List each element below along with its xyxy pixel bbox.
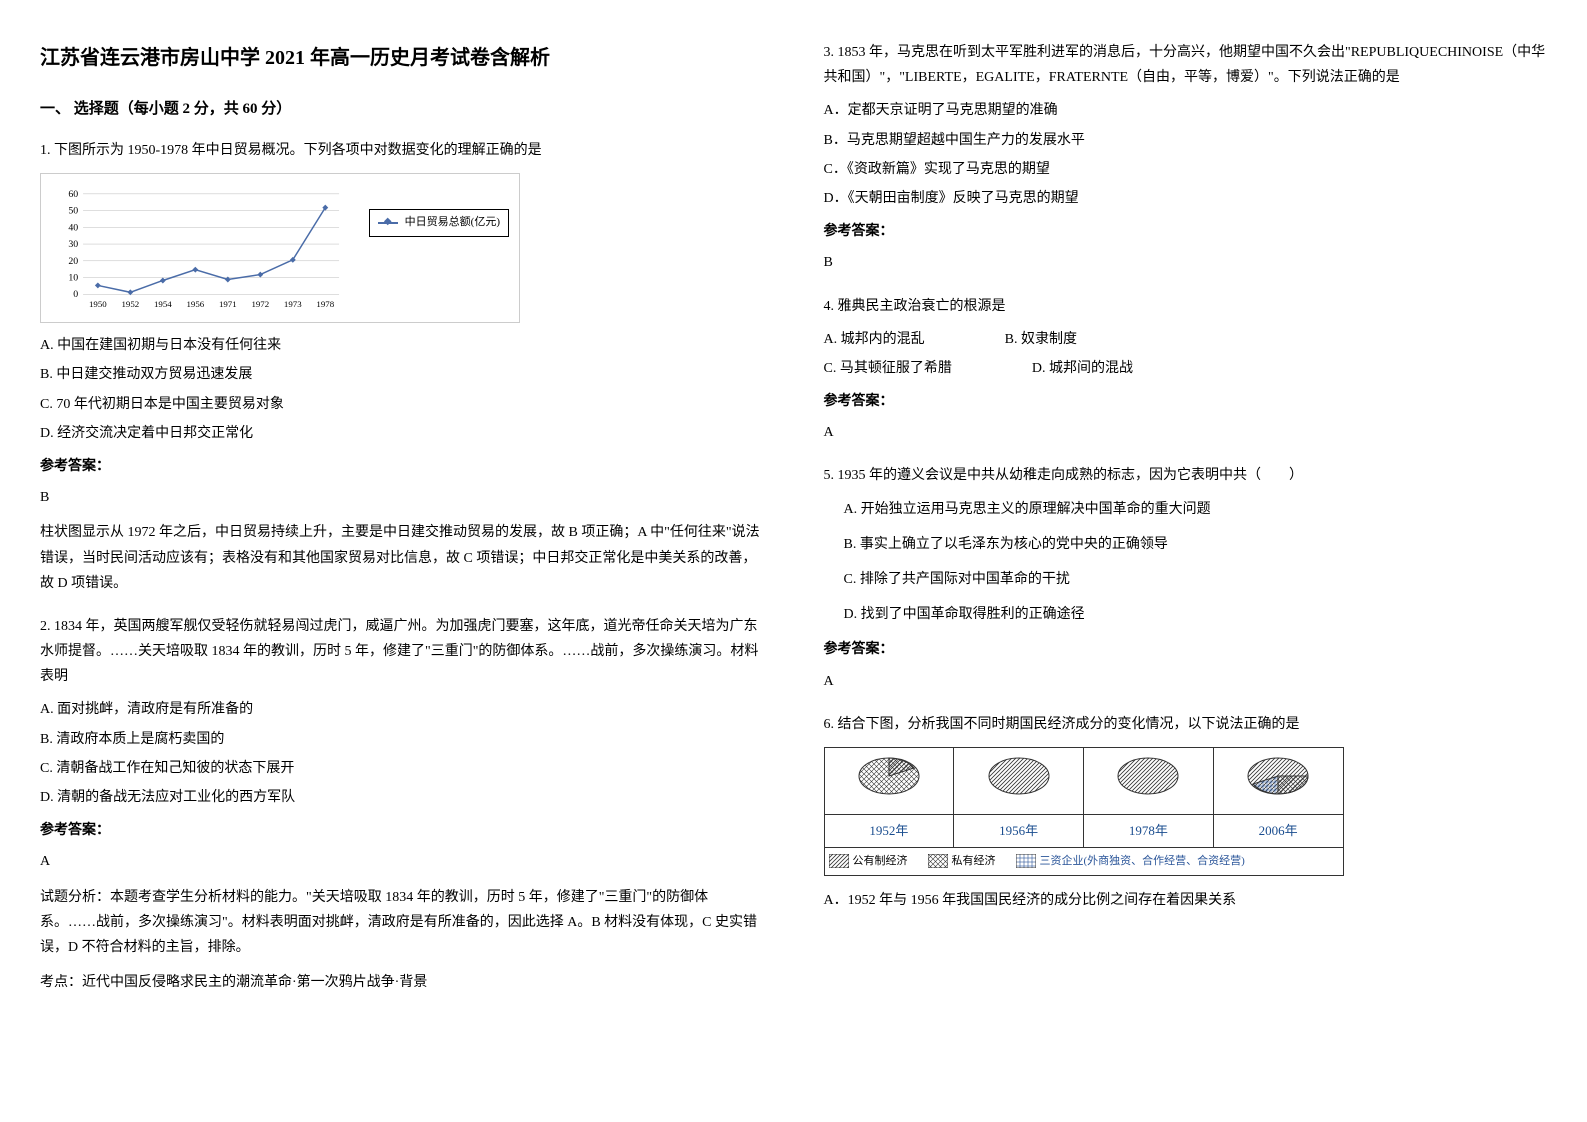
pie-1978 (1084, 748, 1214, 814)
q4-option-c: C. 马其顿征服了希腊 (824, 356, 952, 381)
q3-options: A．定都天京证明了马克思期望的准确 B．马克思期望超越中国生产力的发展水平 C．… (824, 98, 1548, 211)
q1-answer: B (40, 485, 764, 510)
q6-option-a: A．1952 年与 1956 年我国国民经济的成分比例之间存在着因果关系 (824, 888, 1548, 913)
question-5: 5. 1935 年的遵义会议是中共从幼稚走向成熟的标志，因为它表明中共（ ） A… (824, 463, 1548, 693)
pie-2006 (1214, 748, 1343, 814)
year-1978: 1978年 (1084, 815, 1214, 846)
q4-answer-label: 参考答案： (824, 389, 1548, 414)
question-1: 1. 下图所示为 1950-1978 年中日贸易概况。下列各项中对数据变化的理解… (40, 138, 764, 596)
svg-text:1971: 1971 (219, 299, 237, 309)
pie-row (824, 747, 1344, 814)
infographic-legend: 公有制经济 私有经济 三资企业(外商独资、合作经营、合资经营) (824, 848, 1344, 877)
year-1956: 1956年 (954, 815, 1084, 846)
svg-text:1950: 1950 (89, 299, 107, 309)
q3-option-a: A．定都天京证明了马克思期望的准确 (824, 98, 1548, 123)
q5-options: A. 开始独立运用马克思主义的原理解决中国革命的重大问题 B. 事实上确立了以毛… (824, 497, 1548, 628)
svg-text:20: 20 (68, 256, 78, 267)
svg-text:1972: 1972 (251, 299, 269, 309)
line-chart-svg: 0 10 20 30 40 50 60 1950 1952 1954 1956 (51, 184, 509, 312)
chart-legend: 中日贸易总额(亿元) (369, 209, 509, 237)
q2-options: A. 面对挑衅，清政府是有所准备的 B. 清政府本质上是腐朽卖国的 C. 清朝备… (40, 697, 764, 810)
legend-private-label: 私有经济 (952, 852, 996, 872)
q5-option-b: B. 事实上确立了以毛泽东为核心的党中央的正确领导 (824, 532, 1548, 557)
q3-answer: B (824, 250, 1548, 275)
pie-1956 (954, 748, 1084, 814)
q3-option-b: B．马克思期望超越中国生产力的发展水平 (824, 128, 1548, 153)
q1-option-d: D. 经济交流决定着中日邦交正常化 (40, 421, 764, 446)
q5-option-c: C. 排除了共产国际对中国革命的干扰 (824, 567, 1548, 592)
q4-answer: A (824, 420, 1548, 445)
question-6: 6. 结合下图，分析我国不同时期国民经济成分的变化情况，以下说法正确的是 (824, 712, 1548, 914)
question-4: 4. 雅典民主政治衰亡的根源是 A. 城邦内的混乱 B. 奴隶制度 C. 马其顿… (824, 294, 1548, 446)
q4-stem: 4. 雅典民主政治衰亡的根源是 (824, 294, 1548, 319)
q1-options: A. 中国在建国初期与日本没有任何往来 B. 中日建交推动双方贸易迅速发展 C.… (40, 333, 764, 446)
legend-third-label: 三资企业(外商独资、合作经营、合资经营) (1040, 852, 1245, 872)
pie-1952 (825, 748, 955, 814)
svg-text:1973: 1973 (284, 299, 302, 309)
section-header: 一、 选择题（每小题 2 分，共 60 分） (40, 96, 764, 123)
q2-answer-label: 参考答案： (40, 818, 764, 843)
svg-text:1956: 1956 (186, 299, 204, 309)
q6-stem: 6. 结合下图，分析我国不同时期国民经济成分的变化情况，以下说法正确的是 (824, 712, 1548, 737)
question-2: 2. 1834 年，英国两艘军舰仅受轻伤就轻易闯过虎门，威逼广州。为加强虎门要塞… (40, 614, 764, 995)
q3-option-c: C．《资政新篇》实现了马克思的期望 (824, 157, 1548, 182)
svg-text:1978: 1978 (316, 299, 334, 309)
q1-option-b: B. 中日建交推动双方贸易迅速发展 (40, 362, 764, 387)
year-1952: 1952年 (825, 815, 955, 846)
q1-analysis: 柱状图显示从 1972 年之后，中日贸易持续上升，主要是中日建交推动贸易的发展，… (40, 520, 764, 596)
q5-option-d: D. 找到了中国革命取得胜利的正确途径 (824, 602, 1548, 627)
q5-option-a: A. 开始独立运用马克思主义的原理解决中国革命的重大问题 (824, 497, 1548, 522)
q4-option-b: B. 奴隶制度 (1005, 327, 1077, 352)
q1-option-a: A. 中国在建国初期与日本没有任何往来 (40, 333, 764, 358)
q3-answer-label: 参考答案： (824, 219, 1548, 244)
svg-text:1954: 1954 (154, 299, 172, 309)
q3-stem: 3. 1853 年，马克思在听到太平军胜利进军的消息后，十分高兴，他期望中国不久… (824, 40, 1548, 90)
svg-text:60: 60 (68, 189, 78, 200)
q5-stem: 5. 1935 年的遵义会议是中共从幼稚走向成熟的标志，因为它表明中共（ ） (824, 463, 1548, 488)
q1-option-c: C. 70 年代初期日本是中国主要贸易对象 (40, 392, 764, 417)
q5-answer: A (824, 669, 1548, 694)
legend-third: 三资企业(外商独资、合作经营、合资经营) (1016, 852, 1245, 872)
question-3: 3. 1853 年，马克思在听到太平军胜利进军的消息后，十分高兴，他期望中国不久… (824, 40, 1548, 276)
legend-public-label: 公有制经济 (853, 852, 908, 872)
year-row: 1952年 1956年 1978年 2006年 (824, 814, 1344, 847)
q2-option-b: B. 清政府本质上是腐朽卖国的 (40, 727, 764, 752)
legend-private: 私有经济 (928, 852, 996, 872)
q4-options: A. 城邦内的混乱 B. 奴隶制度 C. 马其顿征服了希腊 D. 城邦间的混战 (824, 327, 1548, 381)
q5-answer-label: 参考答案： (824, 637, 1548, 662)
q1-answer-label: 参考答案： (40, 454, 764, 479)
q2-option-d: D. 清朝的备战无法应对工业化的西方军队 (40, 785, 764, 810)
q6-infographic: 1952年 1956年 1978年 2006年 公有制经济 私有经济 (824, 747, 1344, 876)
q2-analysis: 试题分析：本题考查学生分析材料的能力。"关天培吸取 1834 年的教训，历时 5… (40, 885, 764, 961)
q2-answer: A (40, 849, 764, 874)
legend-public: 公有制经济 (829, 852, 908, 872)
svg-text:10: 10 (68, 273, 78, 284)
svg-text:0: 0 (73, 289, 78, 300)
q2-stem: 2. 1834 年，英国两艘军舰仅受轻伤就轻易闯过虎门，威逼广州。为加强虎门要塞… (40, 614, 764, 690)
q2-keypoint: 考点：近代中国反侵略求民主的潮流革命·第一次鸦片战争·背景 (40, 970, 764, 995)
svg-text:50: 50 (68, 206, 78, 217)
q4-option-d: D. 城邦间的混战 (1032, 356, 1133, 381)
svg-text:1952: 1952 (121, 299, 139, 309)
q2-option-a: A. 面对挑衅，清政府是有所准备的 (40, 697, 764, 722)
legend-marker-icon (378, 222, 398, 224)
q2-option-c: C. 清朝备战工作在知己知彼的状态下展开 (40, 756, 764, 781)
q1-chart: 0 10 20 30 40 50 60 1950 1952 1954 1956 (40, 173, 520, 323)
q1-stem: 1. 下图所示为 1950-1978 年中日贸易概况。下列各项中对数据变化的理解… (40, 138, 764, 163)
exam-title: 江苏省连云港市房山中学 2021 年高一历史月考试卷含解析 (40, 40, 764, 76)
svg-text:30: 30 (68, 239, 78, 250)
legend-label: 中日贸易总额(亿元) (405, 216, 500, 228)
year-2006: 2006年 (1214, 815, 1343, 846)
q4-option-a: A. 城邦内的混乱 (824, 327, 925, 352)
q3-option-d: D．《天朝田亩制度》反映了马克思的期望 (824, 186, 1548, 211)
svg-text:40: 40 (68, 222, 78, 233)
